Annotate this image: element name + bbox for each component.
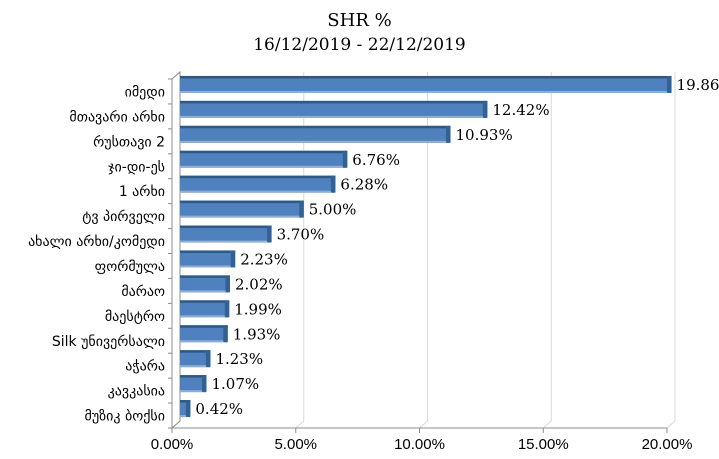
value-label: 1.93% xyxy=(233,325,281,343)
category-label: მთავარი არხი xyxy=(69,108,165,125)
bar-bottom-edge xyxy=(180,190,336,193)
bar-end-cap xyxy=(446,125,451,143)
bar-end-cap xyxy=(185,400,191,418)
x-tick-label: 15.00% xyxy=(518,436,569,453)
bar xyxy=(180,300,230,318)
bar xyxy=(180,225,272,243)
value-label: 6.28% xyxy=(340,176,388,194)
bar-end-cap xyxy=(224,300,230,318)
bar-top-edge xyxy=(180,175,336,179)
value-label: 0.42% xyxy=(195,400,243,418)
value-label: 12.42% xyxy=(492,101,549,119)
bar-top-edge xyxy=(180,200,304,204)
bar-bottom-edge xyxy=(180,165,348,168)
bar-top-edge xyxy=(180,350,211,353)
bar-end-cap xyxy=(342,150,348,168)
bar-top-edge xyxy=(180,100,488,104)
category-label: ფორმულა xyxy=(95,258,165,275)
bar xyxy=(180,75,672,93)
category-label: აჭარა xyxy=(125,358,165,375)
bar-bottom-edge xyxy=(180,340,228,343)
bar-end-cap xyxy=(667,75,672,93)
bar-top-edge xyxy=(180,250,236,253)
bar-top-edge xyxy=(180,300,230,303)
bar-bottom-edge xyxy=(180,90,672,93)
bar xyxy=(180,150,348,168)
bar-end-cap xyxy=(482,100,488,118)
category-label: კავკასია xyxy=(108,384,165,400)
bar xyxy=(180,350,211,368)
bar-top-edge xyxy=(180,400,191,403)
bar-bottom-edge xyxy=(180,115,488,118)
bar xyxy=(180,175,336,193)
category-label: Silk უნივერსალი xyxy=(52,333,165,350)
bar-top-edge xyxy=(180,125,451,129)
x-tick-label: 10.00% xyxy=(394,436,445,453)
bar-end-cap xyxy=(205,350,211,368)
bar-end-cap xyxy=(299,200,304,218)
bar-bottom-edge xyxy=(180,140,451,143)
bar-top-edge xyxy=(180,150,348,154)
value-label: 6.76% xyxy=(352,151,400,169)
category-label: მაესტრო xyxy=(105,308,165,325)
bar xyxy=(180,200,304,218)
category-label: 1 არხი xyxy=(119,183,165,200)
value-label: 1.07% xyxy=(211,375,259,393)
value-label: 1.23% xyxy=(215,350,263,368)
bar-bottom-edge xyxy=(180,415,191,418)
bar-end-cap xyxy=(225,275,230,293)
bar-bottom-edge xyxy=(180,290,230,293)
x-tick-label: 20.00% xyxy=(642,436,693,453)
category-label: რუსთავი 2 xyxy=(93,133,165,150)
chart-title: SHR % xyxy=(327,10,392,31)
value-label: 10.93% xyxy=(456,126,513,144)
bar xyxy=(180,125,451,143)
bar xyxy=(180,100,488,118)
value-label: 2.02% xyxy=(235,275,283,293)
gridline xyxy=(295,72,305,429)
bar-end-cap xyxy=(267,225,272,243)
value-label: 3.70% xyxy=(277,226,325,244)
bar xyxy=(180,400,191,418)
bar-bottom-edge xyxy=(180,365,211,368)
bar-bottom-edge xyxy=(180,315,230,318)
category-label: მარაო xyxy=(121,283,165,300)
bar-top-edge xyxy=(180,225,272,229)
bar-bottom-edge xyxy=(180,265,236,268)
bar xyxy=(180,275,230,293)
bar-top-edge xyxy=(180,75,672,79)
chart-subtitle: 16/12/2019 - 22/12/2019 xyxy=(253,35,466,55)
value-label: 1.99% xyxy=(234,300,282,318)
bar-end-cap xyxy=(230,250,236,268)
bar-end-cap xyxy=(330,175,336,193)
bar-bottom-edge xyxy=(180,215,304,218)
bar-bottom-edge xyxy=(180,390,207,393)
gridline xyxy=(542,72,552,429)
category-label: მუზიკ ბოქსი xyxy=(85,409,165,425)
value-label: 5.00% xyxy=(309,201,357,219)
bar-top-edge xyxy=(180,325,228,328)
gridline xyxy=(666,72,676,429)
bar-top-edge xyxy=(180,375,207,378)
bar-end-cap xyxy=(201,375,207,393)
x-tick-label: 0.00% xyxy=(151,436,194,453)
bar xyxy=(180,325,228,343)
category-label: იმედი xyxy=(125,84,165,100)
value-label: 19.86% xyxy=(677,76,719,94)
category-label: ჯი-დი-ეს xyxy=(108,159,165,175)
y-axis-wall xyxy=(171,70,181,430)
bar-end-cap xyxy=(223,325,228,343)
gridline xyxy=(419,72,428,429)
x-tick-label: 5.00% xyxy=(274,436,317,453)
category-label: ტვ პირველი xyxy=(82,208,165,225)
category-label: ახალი არხი/კომედი xyxy=(28,233,165,250)
bar-top-edge xyxy=(180,275,230,278)
bar-bottom-edge xyxy=(180,240,272,243)
value-label: 2.23% xyxy=(240,250,288,268)
bar xyxy=(180,375,207,393)
bar xyxy=(180,250,236,268)
